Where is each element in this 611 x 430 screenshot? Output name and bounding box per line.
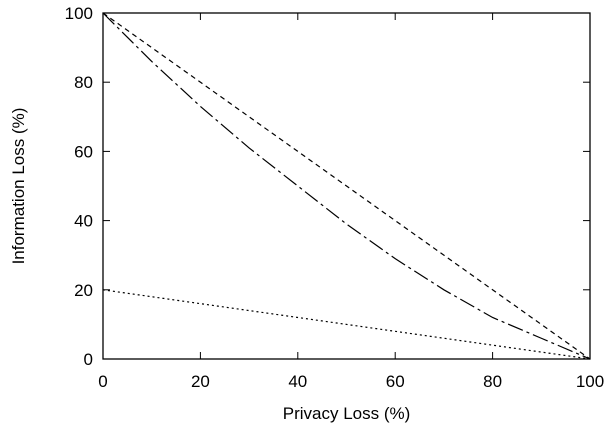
y-tick-label: 20 [74, 281, 93, 300]
y-tick-label: 40 [74, 212, 93, 231]
x-tick-label: 60 [386, 372, 405, 391]
plot-frame [102, 12, 591, 360]
y-tick-label: 0 [84, 350, 93, 369]
y-tick-label: 60 [74, 142, 93, 161]
x-tick-label: 80 [483, 372, 502, 391]
series-layer [102, 12, 591, 360]
series-line-dashed [102, 12, 591, 360]
tick-labels-layer: 0 20 40 60 80 100 0 20 40 60 80 100 [65, 4, 605, 391]
x-tick-label: 100 [576, 372, 604, 391]
x-tick-label: 0 [98, 372, 107, 391]
y-tick-label: 100 [65, 4, 93, 23]
x-tick-label: 20 [191, 372, 210, 391]
series-line-dash-dot [102, 12, 591, 360]
y-tick-label: 80 [74, 73, 93, 92]
y-axis-label: Information Loss (%) [9, 108, 28, 265]
series-line-dotted [102, 289, 591, 360]
x-tick-label: 40 [288, 372, 307, 391]
x-axis-label: Privacy Loss (%) [283, 404, 411, 423]
